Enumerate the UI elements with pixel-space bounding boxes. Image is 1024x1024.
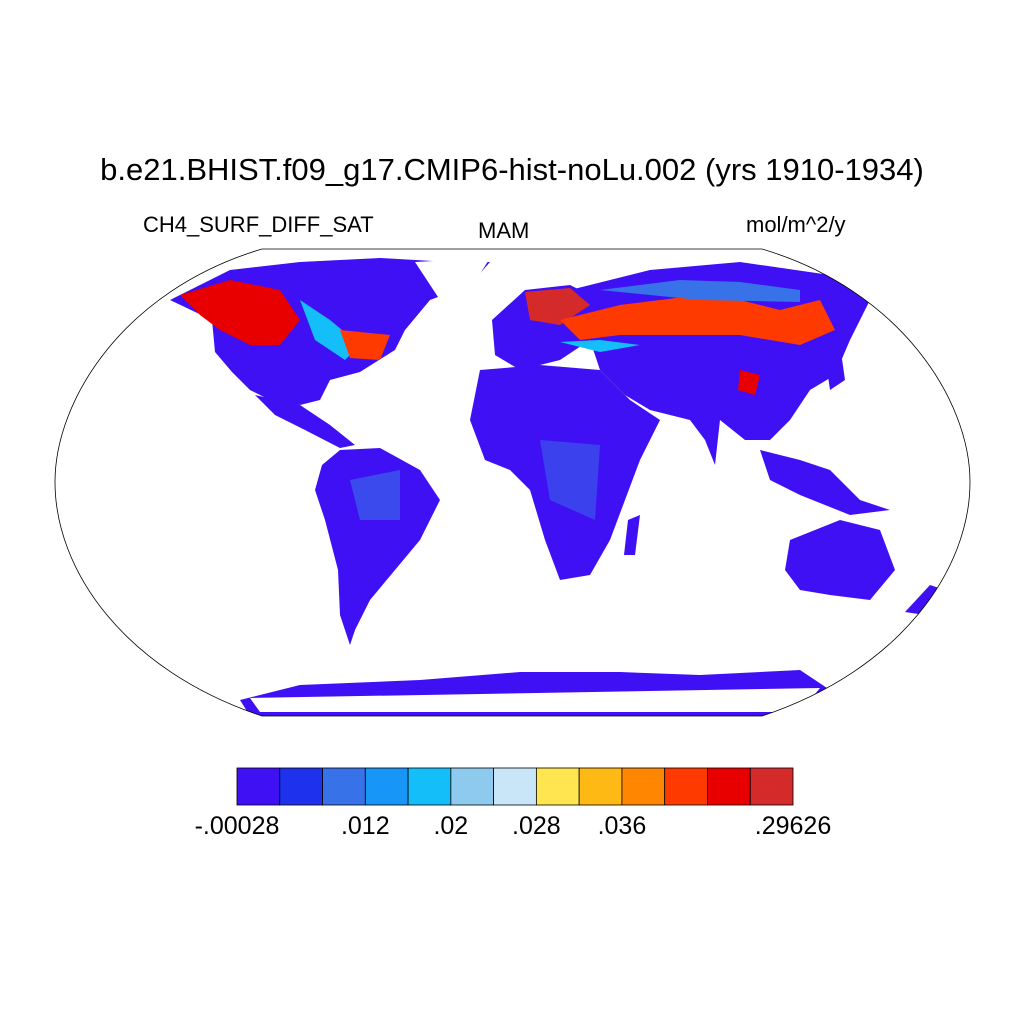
high-emission-patches: [180, 280, 835, 520]
colorbar-label: .02: [433, 812, 469, 840]
colorbar-label: .012: [340, 812, 390, 840]
units-label: mol/m^2/y: [746, 212, 846, 237]
map-border: [54, 248, 971, 717]
colorbar-box: [707, 767, 751, 806]
colorbar-box: [279, 767, 323, 806]
colorbar-label: .028: [512, 812, 561, 840]
colorbar-box: [407, 767, 452, 806]
colorbar-box: [322, 767, 366, 806]
variable-name: CH4_SURF_DIFF_SAT: [143, 212, 374, 237]
colorbar-label: .036: [597, 812, 647, 840]
greenland: [415, 258, 490, 300]
colorbar-box: [749, 767, 794, 806]
colorbar-box: [450, 767, 495, 806]
new-zealand: [905, 585, 945, 615]
season-label: MAM: [478, 218, 530, 243]
plot-title: b.e21.BHIST.f09_g17.CMIP6-hist-noLu.002 …: [100, 152, 924, 187]
colorbar-box: [535, 767, 580, 806]
colorbar-box: [578, 767, 623, 806]
colorbar-box: [364, 767, 409, 806]
japan: [825, 345, 845, 390]
colorbar-box: [664, 767, 708, 806]
colorbar-label: -.00028: [194, 812, 280, 840]
southeast-asia-islands: [760, 450, 890, 515]
australia: [785, 520, 895, 600]
madagascar: [624, 515, 640, 555]
central-america: [255, 395, 355, 448]
colorbar-label: .29626: [754, 812, 832, 840]
colorbar: [236, 767, 794, 806]
south-america: [315, 448, 440, 645]
colorbar-box: [236, 767, 281, 806]
colorbar-box: [493, 767, 537, 806]
colorbar-box: [621, 767, 666, 806]
